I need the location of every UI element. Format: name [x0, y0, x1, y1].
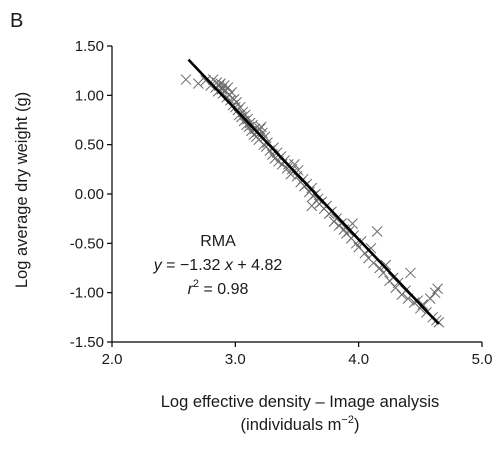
- y-tick-label: 1.00: [75, 87, 104, 104]
- data-point: [405, 267, 416, 279]
- data-point: [371, 226, 383, 237]
- x-tick-label: 5.0: [472, 351, 493, 368]
- x-units-suffix: ): [354, 416, 360, 434]
- fit-method-label: RMA: [200, 233, 236, 250]
- x-units-prefix: (individuals m: [241, 416, 342, 434]
- x-axis-title-units: (individuals m−2): [241, 414, 360, 434]
- x-units-superscript: −2: [341, 414, 354, 426]
- y-tick-label: -1.00: [70, 285, 104, 302]
- data-point: [424, 293, 436, 304]
- data-point: [417, 299, 429, 310]
- eq-slope: = −1.32: [162, 257, 225, 274]
- panel-label: B: [10, 10, 23, 32]
- y-tick-label: -1.50: [70, 334, 104, 351]
- regression-line: [187, 58, 440, 325]
- y-tick-label: 0.50: [75, 137, 104, 154]
- data-point: [226, 87, 237, 98]
- data-point: [390, 282, 402, 294]
- data-point: [306, 200, 318, 212]
- x-tick-label: 3.0: [225, 351, 246, 368]
- plot-area: 1.50 1.00 0.50 0.00 -0.50 -1.00 -1.502.0 3.0 4.0…: [70, 38, 493, 368]
- data-point: [347, 218, 358, 229]
- eq-y-var: y: [153, 257, 163, 274]
- regression-equation: y = −1.32 x + 4.82: [153, 257, 283, 274]
- data-point: [380, 259, 392, 271]
- y-tick-label: 1.50: [75, 38, 104, 55]
- data-point: [343, 226, 355, 237]
- eq-intercept: + 4.82: [233, 257, 282, 274]
- x-axis-title: Log effective density – Image analysis: [161, 393, 440, 411]
- r-superscript: 2: [193, 278, 199, 290]
- r-symbol: r: [188, 281, 194, 298]
- data-point: [259, 131, 271, 143]
- x-tick-label: 2.0: [102, 351, 123, 368]
- eq-x-var: x: [224, 257, 234, 274]
- y-tick-label: 0.00: [75, 186, 104, 203]
- data-point: [365, 242, 377, 254]
- y-tick-label: -0.50: [70, 235, 104, 252]
- x-tick-label: 4.0: [348, 351, 369, 368]
- data-point: [180, 74, 192, 85]
- data-point: [432, 283, 443, 295]
- r-squared-label: r2 = 0.98: [188, 278, 249, 298]
- y-axis-title: Log average dry weight (g): [13, 92, 31, 288]
- data-point: [192, 78, 204, 89]
- r-value: = 0.98: [199, 281, 248, 298]
- data-point: [281, 162, 293, 174]
